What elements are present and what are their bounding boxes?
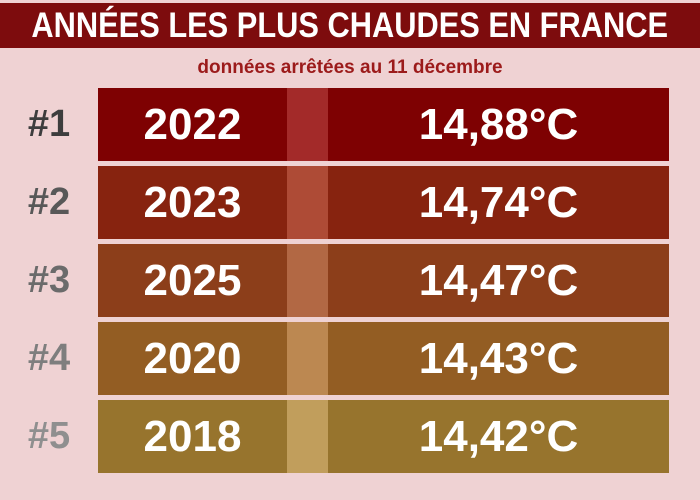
cell-divider <box>287 400 328 473</box>
rank-label: #2 <box>27 181 71 223</box>
table-row: #2 2023 14,74°C <box>0 166 700 239</box>
table-row: #1 2022 14,88°C <box>0 88 700 161</box>
year-cell: 2023 <box>98 166 287 239</box>
rank-label: #4 <box>27 337 71 379</box>
temperature-cell: 14,74°C <box>328 166 669 239</box>
cell-divider <box>287 244 328 317</box>
rank-label: #1 <box>27 103 71 145</box>
temperature-cell: 14,47°C <box>328 244 669 317</box>
year-cell: 2020 <box>98 322 287 395</box>
cell-divider <box>287 88 328 161</box>
ranking-table: #1 2022 14,88°C #2 2023 14,74°C #3 2025 … <box>0 88 700 478</box>
temperature-cell: 14,42°C <box>328 400 669 473</box>
subtitle: données arrêtées au 11 décembre <box>197 56 503 78</box>
year-cell: 2018 <box>98 400 287 473</box>
cell-divider <box>287 166 328 239</box>
table-row: #4 2020 14,43°C <box>0 322 700 395</box>
rank-label: #3 <box>27 259 71 301</box>
rank-label: #5 <box>27 415 71 457</box>
temperature-cell: 14,88°C <box>328 88 669 161</box>
page-title: ANNÉES LES PLUS CHAUDES EN FRANCE <box>31 5 669 45</box>
header-banner: ANNÉES LES PLUS CHAUDES EN FRANCE <box>0 3 700 48</box>
table-row: #5 2018 14,42°C <box>0 400 700 473</box>
cell-divider <box>287 322 328 395</box>
temperature-cell: 14,43°C <box>328 322 669 395</box>
table-row: #3 2025 14,47°C <box>0 244 700 317</box>
year-cell: 2025 <box>98 244 287 317</box>
year-cell: 2022 <box>98 88 287 161</box>
